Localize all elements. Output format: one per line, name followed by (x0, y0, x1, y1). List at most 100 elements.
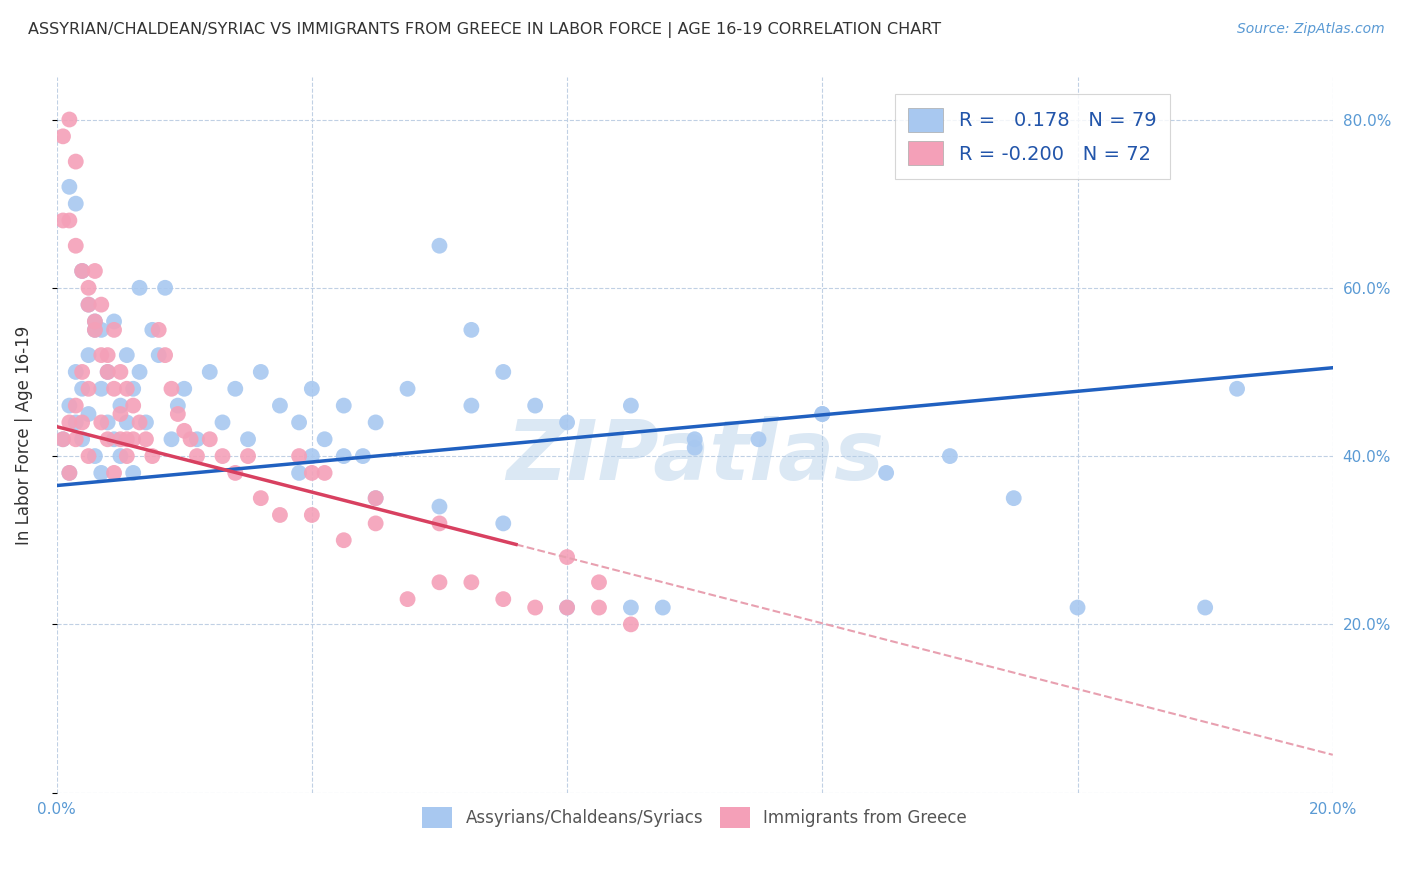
Point (173, 382, 195, 396)
Point (314, 432, 336, 446)
Point (524, 600, 547, 615)
Point (1226, 382, 1249, 396)
Point (65, 399, 87, 413)
Point (97, 365, 120, 379)
Point (288, 449, 311, 463)
Point (429, 500, 451, 514)
Point (492, 365, 515, 379)
Point (103, 432, 125, 446)
Point (186, 432, 208, 446)
Point (97, 432, 120, 446)
Point (110, 399, 132, 413)
Point (180, 432, 202, 446)
Point (52, 213, 75, 227)
Point (555, 600, 578, 615)
Point (58, 399, 80, 413)
Point (160, 382, 183, 396)
Point (186, 449, 208, 463)
Point (77, 298, 100, 312)
Point (97, 365, 120, 379)
Point (115, 449, 138, 463)
Point (332, 449, 354, 463)
Point (269, 508, 291, 522)
Point (492, 592, 515, 607)
Point (52, 129, 75, 144)
Point (364, 516, 387, 531)
Point (811, 407, 834, 421)
Point (110, 407, 132, 421)
Point (58, 416, 80, 430)
Point (110, 432, 132, 446)
Point (115, 382, 138, 396)
Point (683, 432, 706, 446)
Point (83, 314, 105, 328)
Point (65, 416, 87, 430)
Point (58, 179, 80, 194)
Point (153, 281, 176, 295)
Point (620, 600, 643, 615)
Point (683, 441, 706, 455)
Point (65, 196, 87, 211)
Text: Source: ZipAtlas.com: Source: ZipAtlas.com (1237, 22, 1385, 37)
Point (460, 323, 482, 337)
Point (90, 416, 112, 430)
Point (90, 298, 112, 312)
Point (249, 491, 271, 505)
Point (122, 466, 145, 480)
Point (141, 323, 163, 337)
Point (492, 516, 515, 531)
Point (65, 365, 87, 379)
Point (332, 399, 354, 413)
Point (65, 432, 87, 446)
Point (173, 424, 195, 438)
Point (122, 382, 145, 396)
Point (135, 432, 157, 446)
Point (620, 399, 643, 413)
Point (153, 348, 176, 362)
Point (875, 466, 897, 480)
Point (939, 449, 962, 463)
Point (115, 348, 138, 362)
Point (128, 416, 150, 430)
Point (128, 281, 150, 295)
Point (65, 238, 87, 252)
Point (224, 382, 246, 396)
Text: ZIPatlas: ZIPatlas (506, 416, 883, 497)
Point (588, 575, 610, 590)
Point (77, 348, 100, 362)
Legend: Assyrians/Chaldeans/Syriacs, Immigrants from Greece: Assyrians/Chaldeans/Syriacs, Immigrants … (416, 801, 974, 834)
Point (211, 449, 233, 463)
Point (332, 533, 354, 548)
Point (364, 416, 387, 430)
Point (103, 382, 125, 396)
Point (58, 466, 80, 480)
Point (103, 466, 125, 480)
Point (396, 592, 419, 607)
Point (128, 365, 150, 379)
Point (90, 323, 112, 337)
Point (115, 432, 138, 446)
Point (301, 382, 323, 396)
Point (364, 491, 387, 505)
Point (301, 508, 323, 522)
Y-axis label: In Labor Force | Age 16-19: In Labor Force | Age 16-19 (15, 326, 32, 545)
Point (110, 365, 132, 379)
Point (555, 416, 578, 430)
Point (103, 323, 125, 337)
Point (429, 575, 451, 590)
Point (77, 407, 100, 421)
Point (97, 348, 120, 362)
Point (70, 264, 93, 278)
Point (588, 600, 610, 615)
Point (198, 432, 221, 446)
Point (460, 399, 482, 413)
Point (77, 382, 100, 396)
Point (52, 432, 75, 446)
Point (148, 348, 170, 362)
Point (115, 416, 138, 430)
Point (651, 600, 673, 615)
Point (460, 575, 482, 590)
Point (135, 416, 157, 430)
Point (364, 491, 387, 505)
Text: ASSYRIAN/CHALDEAN/SYRIAC VS IMMIGRANTS FROM GREECE IN LABOR FORCE | AGE 16-19 CO: ASSYRIAN/CHALDEAN/SYRIAC VS IMMIGRANTS F… (28, 22, 941, 38)
